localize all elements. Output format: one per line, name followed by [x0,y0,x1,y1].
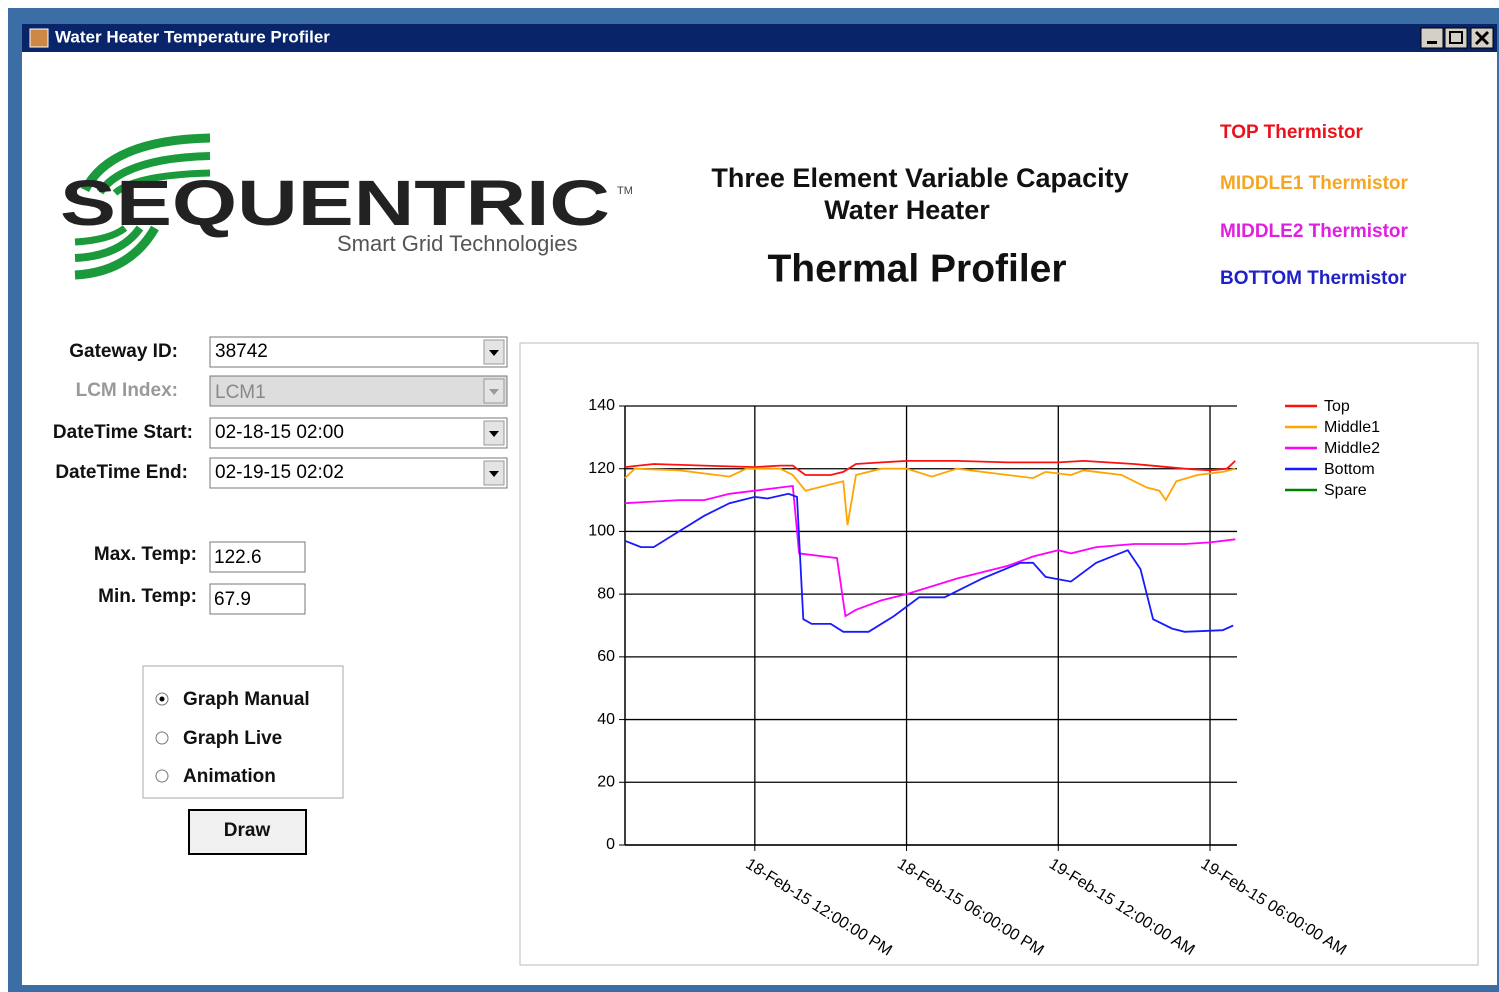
combo-box[interactable] [209,457,508,489]
legend-label: Middle1 [1324,419,1380,436]
thermistor-label: TOP Thermistor [1220,122,1363,143]
field-label: Gateway ID: [69,341,178,362]
series-line [624,467,1236,526]
logo-arc [74,225,144,262]
temp-label: Max. Temp: [94,544,197,565]
legend-label: Middle2 [1324,440,1380,457]
combo-box[interactable] [209,336,508,368]
combo-arrow [489,431,499,437]
series-line [624,492,1234,633]
logo-arc [74,225,159,280]
legend-label: Bottom [1324,461,1375,478]
header-title: Thermal Profiler [767,247,1066,290]
app-icon [29,28,49,48]
logo-arc [80,133,211,193]
temp-value: 122.6 [214,547,262,568]
combo-arrow [489,471,499,477]
logo-tagline: Smart Grid Technologies [337,231,578,256]
chart-panel [519,342,1479,966]
combo-value: 02-18-15 02:00 [215,422,344,443]
field-label: DateTime Start: [53,422,193,443]
radio-label: Animation [183,766,276,787]
minimize-glyph [1427,41,1437,44]
combo-value: LCM1 [215,382,266,403]
combo-box [209,375,508,407]
minimize-button[interactable] [1420,27,1444,49]
series-line [624,459,1236,476]
y-tick-label: 140 [588,397,615,414]
window-title: Water Heater Temperature Profiler [55,27,330,46]
y-tick-label: 100 [588,523,615,540]
combo-value: 02-19-15 02:02 [215,462,344,483]
header-line: Three Element Variable Capacity [711,163,1128,193]
thermistor-label: BOTTOM Thermistor [1220,268,1407,289]
radio-dot [159,696,165,702]
draw-button-label: Draw [224,820,271,841]
logo-arc [96,152,211,195]
window-buttons[interactable] [1420,27,1494,49]
draw-button[interactable] [188,809,307,855]
thermistor-label: MIDDLE2 Thermistor [1220,221,1409,242]
y-tick-label: 40 [597,711,615,728]
legend-label: Top [1324,398,1350,415]
radio-label: Graph Live [183,728,282,749]
logo-arc [74,225,128,246]
logo-arc [112,169,211,196]
combo-arrow [489,350,499,356]
radio-button[interactable] [155,769,169,783]
y-tick-label: 0 [606,836,615,853]
temp-label: Min. Temp: [98,586,197,607]
radio-label: Graph Manual [183,689,310,710]
y-tick-label: 20 [597,774,615,791]
series-line [624,484,1236,618]
maximize-glyph [1449,31,1463,44]
close-glyph [1474,30,1490,46]
temp-box[interactable] [209,583,306,615]
field-label: DateTime End: [55,462,188,483]
logo-name: SEQUENTRIC [60,167,610,239]
radio-button[interactable] [155,731,169,745]
temp-box[interactable] [209,541,306,573]
temp-value: 67.9 [214,589,251,610]
thermistor-label: MIDDLE1 Thermistor [1220,173,1409,194]
y-tick-label: 80 [597,585,615,602]
legend-label: Spare [1324,482,1367,499]
combo-box[interactable] [209,417,508,449]
title-bar [22,24,1497,52]
combo-arrow [489,389,499,395]
field-label: LCM Index: [76,380,178,401]
mode-group [142,665,344,799]
y-tick-label: 60 [597,648,615,665]
y-tick-label: 120 [588,460,615,477]
logo-tm: TM [617,185,633,197]
header-line: Water Heater [824,195,990,225]
combo-value: 38742 [215,341,268,362]
logo: SEQUENTRIC TM Smart Grid Technologies [60,133,633,280]
